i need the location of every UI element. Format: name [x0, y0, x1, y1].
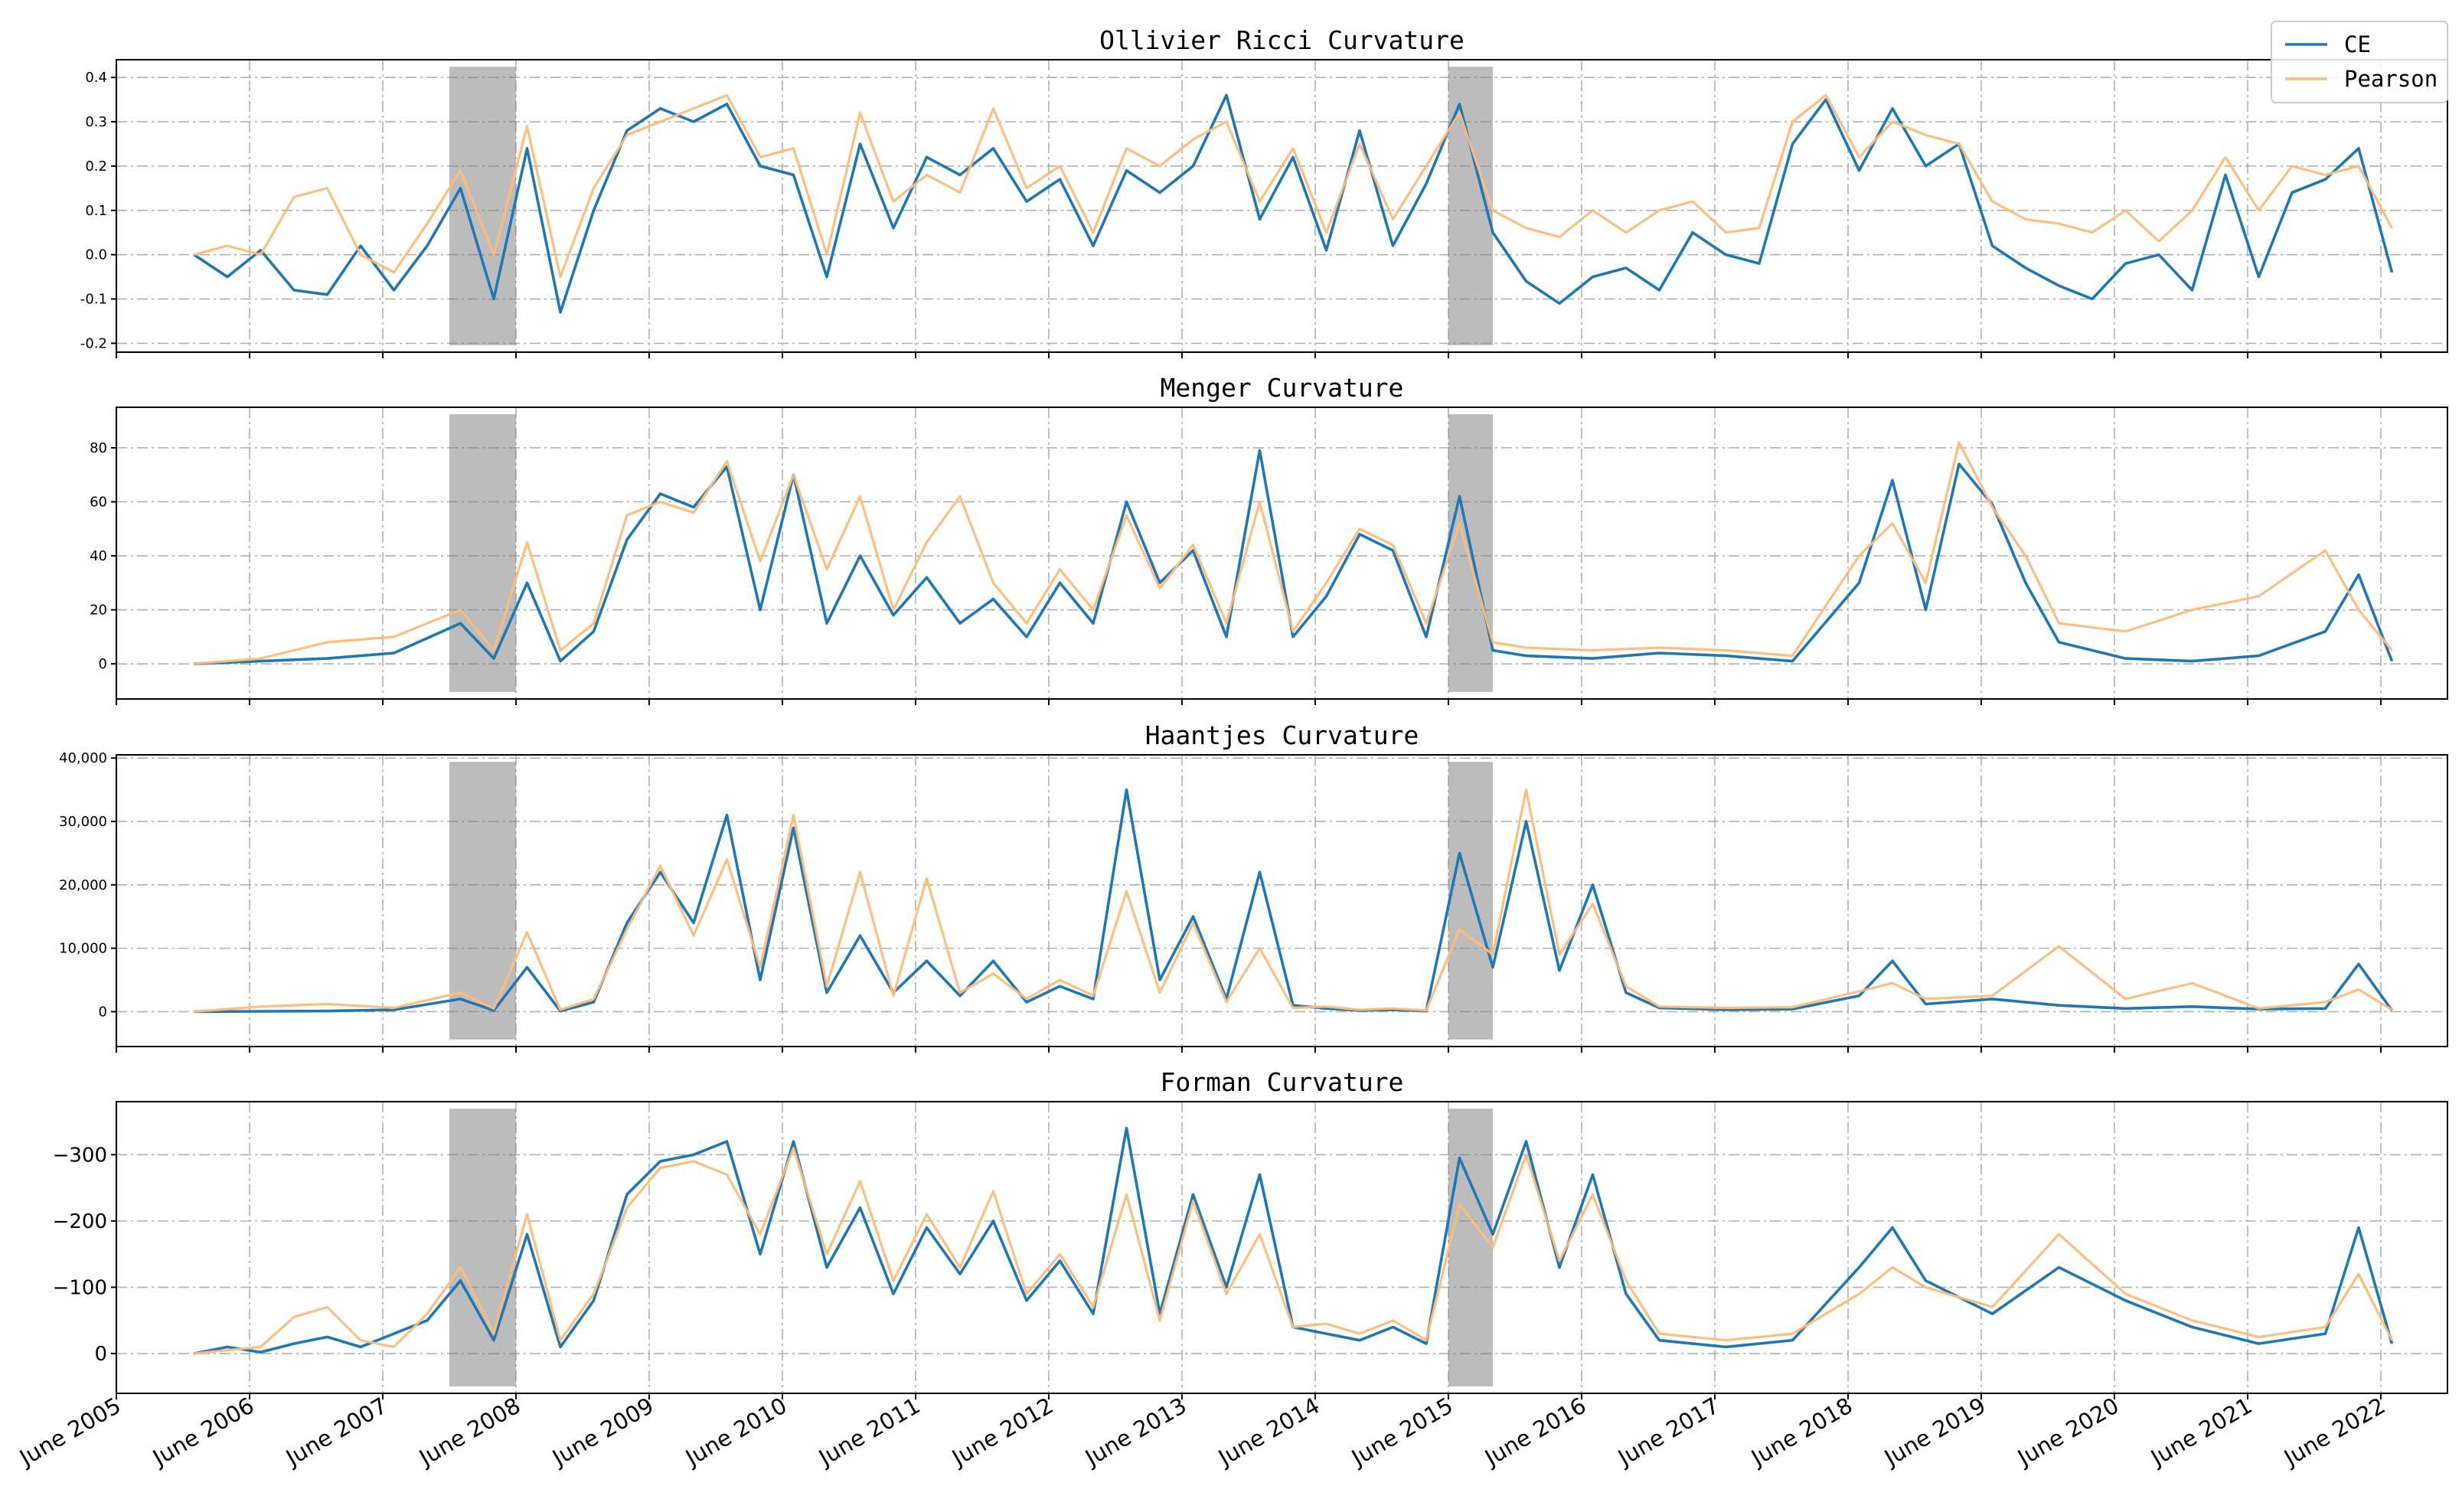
- series-line-pearson: [194, 441, 2393, 665]
- plot-frame: [116, 1101, 2448, 1394]
- x-tick-label: June 2015: [1346, 1393, 1457, 1472]
- y-tick-label: 0.2: [85, 158, 107, 175]
- plot-frame: [116, 59, 2448, 353]
- series-line-pearson: [194, 1146, 2393, 1355]
- shaded-period-1: [449, 414, 516, 692]
- legend-label-pearson: Pearson: [2344, 66, 2438, 92]
- x-tick-label: June 2009: [547, 1393, 658, 1472]
- y-tick-label: 20: [90, 603, 107, 619]
- panel-3: 0 10,000 20,000 30,000 40,000 Haantjes Curvat…: [59, 720, 2448, 1053]
- x-tick-label: June 2010: [680, 1393, 791, 1472]
- panel-1: -0.2 -0.1 0.0 0.1 0.2 0.3 0.4 Ollivier Ricci Cu…: [80, 25, 2448, 358]
- y-tick-label: 60: [90, 494, 107, 510]
- x-tick-label: June 2019: [1879, 1393, 1990, 1472]
- legend: CE Pearson: [2271, 21, 2448, 103]
- panel-title: Haantjes Curvature: [1145, 720, 1419, 750]
- y-tick-label: 0.1: [85, 203, 107, 219]
- y-tick-label: −300: [53, 1144, 107, 1167]
- plot-frame: [116, 407, 2448, 700]
- shared-x-axis: June 2005 June 2006 June 2007 June 2008 June…: [14, 1393, 2389, 1472]
- y-tick-label: −100: [53, 1276, 107, 1299]
- y-tick-label: 40: [90, 548, 107, 564]
- legend-box: [2271, 21, 2448, 103]
- x-tick-label: June 2005: [14, 1393, 125, 1472]
- y-tick-label: 0: [99, 1004, 107, 1020]
- y-tick-label: 0: [99, 656, 107, 672]
- y-tick-label: −200: [53, 1210, 107, 1233]
- x-tick-label: June 2012: [946, 1393, 1057, 1472]
- x-tick-label: June 2014: [1213, 1393, 1324, 1472]
- y-tick-label: -0.2: [80, 335, 107, 351]
- panels-layer: -0.2 -0.1 0.0 0.1 0.2 0.3 0.4 Ollivier Ricci Cu…: [53, 25, 2448, 1399]
- x-tick-label: June 2018: [1745, 1393, 1856, 1472]
- y-tick-label: 30,000: [59, 814, 107, 830]
- x-tick-label: June 2016: [1479, 1393, 1590, 1472]
- panel-4: 0 −100 −200 −300 Forman Curvature: [53, 1067, 2448, 1399]
- panel-title: Ollivier Ricci Curvature: [1099, 25, 1464, 55]
- shaded-period-2: [1448, 762, 1493, 1040]
- shaded-period-2: [1448, 1109, 1493, 1386]
- x-tick-label: June 2017: [1612, 1393, 1723, 1472]
- y-tick-label: 80: [90, 440, 107, 456]
- y-tick-label: 40,000: [59, 750, 107, 766]
- series-line-ce: [193, 93, 2394, 314]
- series-line-ce: [194, 788, 2393, 1014]
- x-tick-label: June 2006: [147, 1393, 258, 1472]
- x-tick-label: June 2011: [813, 1393, 924, 1472]
- series-line-pearson: [194, 788, 2393, 1013]
- x-tick-label: June 2013: [1079, 1393, 1190, 1472]
- panel-title: Menger Curvature: [1161, 373, 1404, 403]
- y-tick-label: 0.0: [85, 247, 107, 263]
- x-tick-label: June 2007: [280, 1393, 391, 1472]
- y-tick-label: 0.3: [85, 114, 107, 130]
- legend-label-ce: CE: [2344, 31, 2371, 57]
- x-tick-label: June 2021: [2145, 1393, 2256, 1472]
- y-tick-label: -0.1: [80, 292, 107, 308]
- panel-2: 0 20 40 60 80 Menger Curvature: [90, 373, 2448, 705]
- y-tick-label: 0: [94, 1343, 107, 1366]
- plot-frame: [116, 754, 2448, 1047]
- y-tick-label: 0.4: [85, 70, 107, 86]
- series-line-pearson: [194, 93, 2393, 279]
- series-line-ce: [194, 449, 2394, 665]
- y-tick-label: 10,000: [59, 941, 107, 957]
- shaded-period-1: [449, 1109, 516, 1386]
- x-tick-label: June 2008: [413, 1393, 524, 1472]
- x-tick-label: June 2022: [2278, 1393, 2389, 1472]
- x-tick-label: June 2020: [2012, 1393, 2123, 1472]
- y-tick-label: 20,000: [59, 877, 107, 893]
- panel-title: Forman Curvature: [1161, 1067, 1404, 1097]
- shaded-period-1: [449, 67, 516, 345]
- series-line-ce: [194, 1126, 2394, 1355]
